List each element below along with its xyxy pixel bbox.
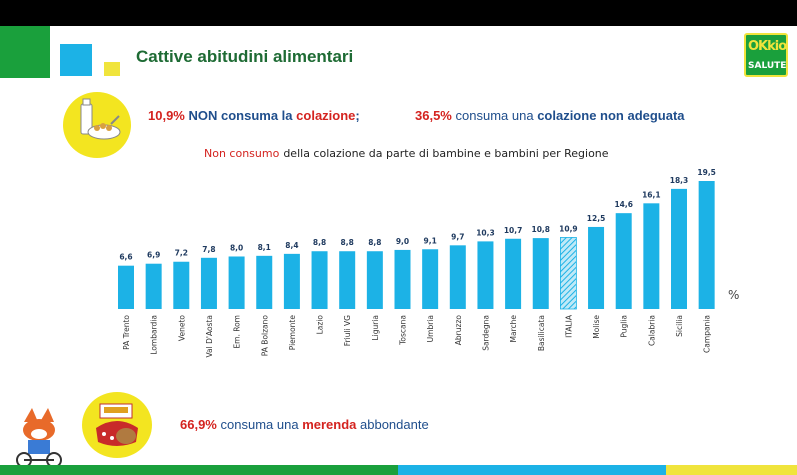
- bar-calabria: [643, 203, 660, 309]
- category-label: Umbria: [426, 315, 435, 342]
- bar-sicilia: [671, 188, 687, 309]
- inadequate-breakfast-stat: 36,5% consuma una colazione non adeguata: [415, 108, 685, 123]
- value-label: 9,1: [424, 236, 437, 245]
- snack-icon: [82, 392, 152, 458]
- inadequate-word: colazione non adeguata: [537, 108, 685, 123]
- category-label: Toscana: [399, 315, 408, 346]
- value-label: 16,1: [642, 190, 661, 199]
- snack-post: abbondante: [360, 417, 429, 432]
- logo-text-bottom: SALUTE: [748, 61, 787, 71]
- value-label: 12,5: [587, 214, 606, 223]
- category-label: Veneto: [177, 315, 186, 341]
- fox-mascot-icon: [10, 402, 70, 470]
- snack-stat: 66,9% consuma una merenda abbondante: [180, 417, 429, 432]
- category-label: Basilicata: [537, 315, 546, 351]
- bar-puglia: [615, 213, 632, 309]
- page-title: Cattive abitudini alimentari: [136, 47, 354, 66]
- value-label: 10,8: [531, 225, 550, 234]
- okkio-salute-logo: OKkio SALUTE: [744, 33, 788, 77]
- bar-friuli-vg: [339, 251, 356, 309]
- value-label: 10,7: [504, 226, 523, 235]
- category-label: Calabria: [647, 315, 656, 346]
- green-decor-block: [0, 26, 50, 78]
- category-label: Lazio: [316, 315, 325, 335]
- chart-title: della colazione da parte di bambine e ba…: [283, 147, 608, 160]
- category-label: Puglia: [620, 315, 629, 338]
- no-breakfast-stat: 10,9% NON consuma la colazione;: [148, 108, 360, 123]
- breakfast-icon: [63, 92, 131, 158]
- bar-liguria: [366, 251, 383, 309]
- no-breakfast-text: NON consuma la: [188, 108, 293, 123]
- bottom-blue-bar: [398, 465, 666, 475]
- category-label: Friuli VG: [343, 315, 352, 346]
- category-label: Piemonte: [288, 315, 297, 351]
- yellow-decor-square: [104, 62, 120, 76]
- value-label: 10,3: [476, 228, 495, 237]
- bar-abruzzo: [449, 245, 466, 309]
- snack-text: consuma una: [220, 417, 299, 432]
- category-label: ITALIA: [564, 314, 573, 338]
- category-label: Val D'Aosta: [205, 315, 214, 357]
- value-label: 7,2: [175, 249, 188, 258]
- category-label: Em. Rom: [233, 315, 242, 349]
- bar-marche: [505, 238, 522, 309]
- bar-val-d-aosta: [200, 257, 217, 309]
- inadequate-text: consuma una: [455, 108, 534, 123]
- value-label: 9,0: [396, 237, 409, 246]
- bottom-green-bar: [0, 465, 398, 475]
- value-label: 18,3: [670, 176, 689, 185]
- value-label: 14,6: [614, 200, 633, 209]
- bar-italia: [560, 237, 577, 310]
- bottom-yellow-bar: [666, 465, 797, 475]
- value-label: 19,5: [697, 168, 716, 177]
- top-black-bar: [0, 0, 797, 26]
- category-label: Lombardia: [150, 315, 159, 355]
- blue-decor-square: [60, 44, 92, 76]
- bar-molise: [588, 226, 605, 309]
- bar-basilicata: [532, 238, 549, 309]
- bar-toscana: [394, 249, 411, 309]
- value-label: 6,9: [147, 251, 160, 260]
- category-label: Sardegna: [481, 315, 490, 351]
- unit-label: %: [728, 288, 739, 302]
- category-label: Marche: [509, 315, 518, 343]
- bar-piemonte: [283, 253, 300, 309]
- value-label: 8,8: [313, 238, 326, 247]
- category-label: Campania: [703, 315, 712, 353]
- category-label: Abruzzo: [454, 315, 463, 346]
- bar-veneto: [173, 261, 190, 309]
- bar-lombardia: [145, 263, 162, 309]
- snack-word: merenda: [302, 417, 357, 432]
- value-label: 8,8: [368, 238, 381, 247]
- category-label: Sicilia: [675, 315, 684, 337]
- value-label: 6,6: [119, 253, 132, 262]
- chart-title-highlight: Non consumo: [204, 147, 280, 160]
- category-label: PA Trento: [122, 315, 131, 350]
- value-label: 8,0: [230, 243, 243, 252]
- value-label: 9,7: [451, 232, 464, 241]
- bar-lazio: [311, 251, 328, 309]
- bar-pa-trento: [118, 265, 134, 309]
- bar-em-rom: [228, 256, 245, 309]
- regional-bar-chart: Non consumo della colazione da parte di …: [118, 147, 739, 357]
- no-breakfast-value: 10,9%: [148, 108, 185, 123]
- bar-pa-bolzano: [256, 255, 273, 309]
- no-breakfast-sep: ;: [355, 108, 360, 123]
- bar-sardegna: [477, 241, 494, 309]
- category-label: PA Bolzano: [260, 315, 269, 357]
- value-label: 8,8: [341, 238, 354, 247]
- value-label: 7,8: [202, 245, 215, 254]
- value-label: 8,1: [258, 243, 271, 252]
- snack-value: 66,9%: [180, 417, 217, 432]
- inadequate-value: 36,5%: [415, 108, 452, 123]
- bar-umbria: [422, 249, 439, 309]
- value-label: 8,4: [285, 241, 298, 250]
- value-label: 10,9: [559, 224, 578, 233]
- category-label: Molise: [592, 315, 601, 339]
- logo-text-top: OKkio: [748, 39, 787, 54]
- no-breakfast-word: colazione: [296, 108, 356, 123]
- category-label: Liguria: [371, 315, 380, 341]
- bar-campania: [698, 181, 715, 309]
